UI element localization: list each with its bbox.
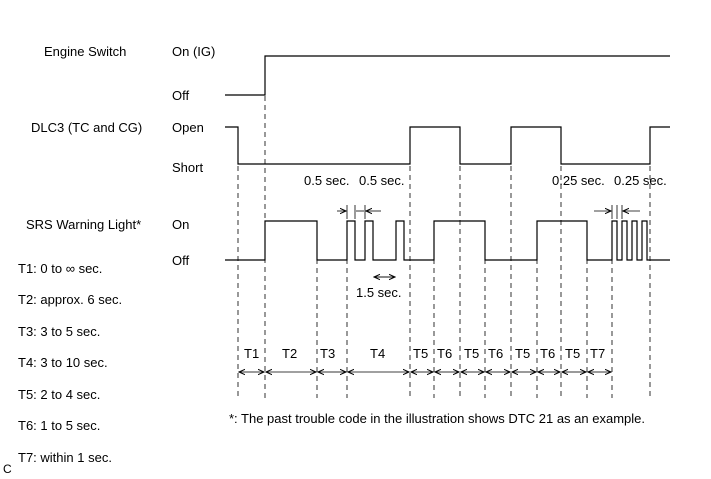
srs-warning-light-label: SRS Warning Light*: [26, 217, 141, 232]
figure-corner-mark: C: [3, 462, 12, 476]
pulse-width-markers-0-5: [337, 205, 381, 219]
engine-switch-waveform: [225, 55, 670, 96]
timing-guides: [237, 60, 651, 398]
footnote: *: The past trouble code in the illustra…: [229, 411, 645, 426]
legend-item: T1: 0 to ∞ sec.: [18, 261, 102, 276]
duration-0-5-sec-b: 0.5 sec.: [359, 173, 405, 188]
legend-item: T4: 3 to 10 sec.: [18, 355, 108, 370]
dlc3-open-label: Open: [172, 120, 204, 135]
dlc3-waveform: [225, 126, 670, 165]
period-label: T6: [437, 346, 452, 361]
srs-waveform: [225, 220, 670, 261]
legend-item: T7: within 1 sec.: [18, 450, 112, 465]
duration-0-25-sec-a: 0.25 sec.: [552, 173, 605, 188]
period-labels: T1 T2 T3 T4 T5 T6 T5 T6 T5 T6 T5 T7: [244, 346, 605, 361]
srs-on-label: On: [172, 217, 189, 232]
period-legend: T1: 0 to ∞ sec. T2: approx. 6 sec. T3: 3…: [18, 261, 122, 465]
duration-0-5-sec-a: 0.5 sec.: [304, 173, 350, 188]
engine-switch-label: Engine Switch: [44, 44, 126, 59]
legend-item: T5: 2 to 4 sec.: [18, 387, 100, 402]
duration-1-5-sec: 1.5 sec.: [356, 285, 402, 300]
legend-item: T3: 3 to 5 sec.: [18, 324, 100, 339]
pulse-width-markers-0-25: [594, 205, 640, 219]
period-label: T5: [565, 346, 580, 361]
srs-off-label: Off: [172, 253, 189, 268]
period-label: T5: [413, 346, 428, 361]
engine-switch-on-label: On (IG): [172, 44, 215, 59]
period-label: T4: [370, 346, 385, 361]
period-label: T6: [540, 346, 555, 361]
dlc3-short-label: Short: [172, 160, 203, 175]
period-label: T7: [590, 346, 605, 361]
dlc3-label: DLC3 (TC and CG): [31, 120, 142, 135]
legend-item: T6: 1 to 5 sec.: [18, 418, 100, 433]
period-label: T5: [515, 346, 530, 361]
period-label: T3: [320, 346, 335, 361]
engine-switch-off-label: Off: [172, 88, 189, 103]
duration-0-25-sec-b: 0.25 sec.: [614, 173, 667, 188]
period-label: T5: [464, 346, 479, 361]
legend-item: T2: approx. 6 sec.: [18, 292, 122, 307]
period-label: T2: [282, 346, 297, 361]
period-label: T6: [488, 346, 503, 361]
period-label: T1: [244, 346, 259, 361]
